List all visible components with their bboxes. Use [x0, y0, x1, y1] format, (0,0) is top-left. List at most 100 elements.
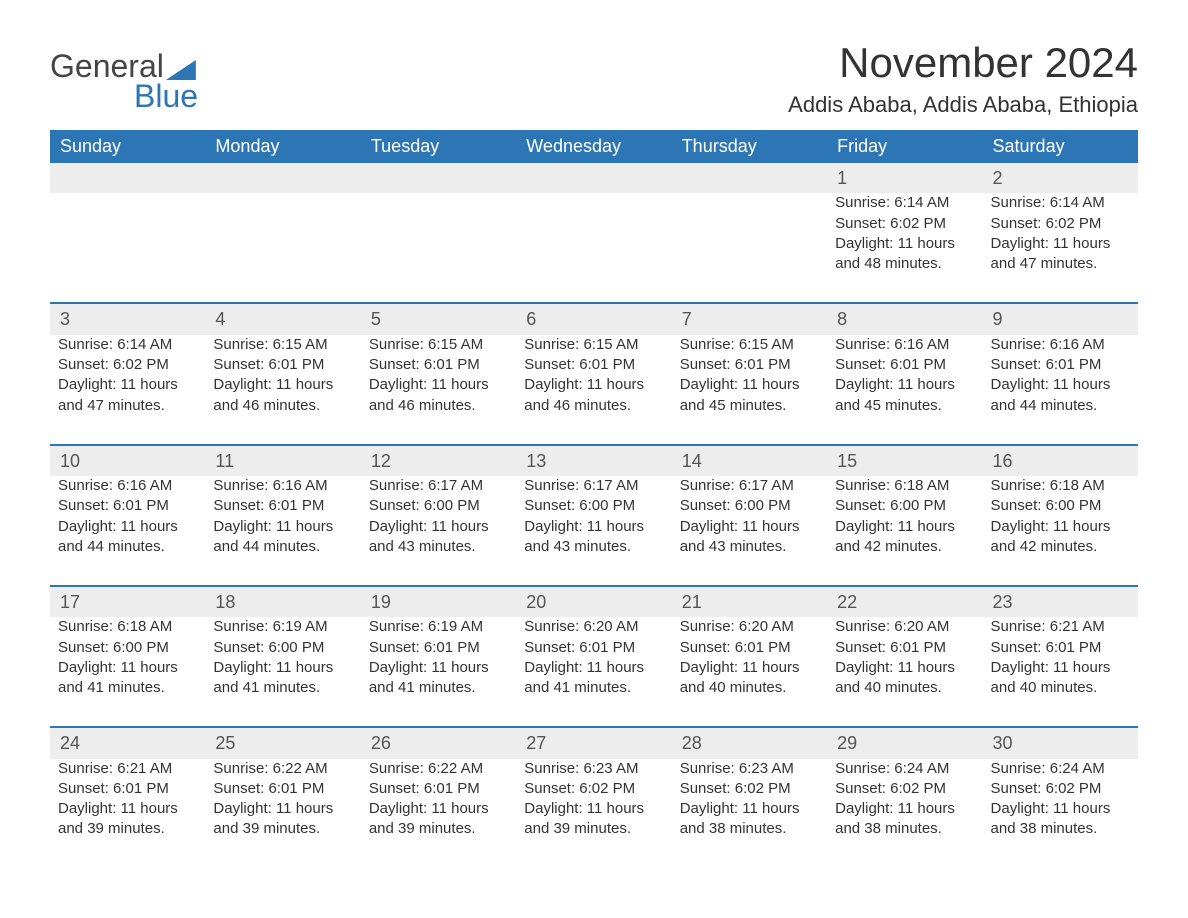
- daynum-row: 3456789: [50, 302, 1138, 334]
- day-cell-empty: [361, 193, 516, 302]
- daylight-line-2: and 39 minutes.: [58, 819, 197, 839]
- sunrise-line: Sunrise: 6:17 AM: [369, 476, 508, 496]
- daylight-line-1: Daylight: 11 hours: [835, 517, 974, 537]
- day-cell: Sunrise: 6:20 AMSunset: 6:01 PMDaylight:…: [672, 617, 827, 726]
- day-content-row: Sunrise: 6:14 AMSunset: 6:02 PMDaylight:…: [50, 193, 1138, 302]
- day-number: 6: [516, 302, 671, 334]
- sunset-line: Sunset: 6:01 PM: [835, 355, 974, 375]
- day-number: 18: [205, 585, 360, 617]
- daylight-line-2: and 46 minutes.: [524, 396, 663, 416]
- daylight-line-1: Daylight: 11 hours: [213, 799, 352, 819]
- sunset-line: Sunset: 6:02 PM: [524, 779, 663, 799]
- sunrise-line: Sunrise: 6:20 AM: [524, 617, 663, 637]
- daylight-line-1: Daylight: 11 hours: [835, 658, 974, 678]
- daylight-line-1: Daylight: 11 hours: [213, 517, 352, 537]
- day-number-empty: [361, 163, 516, 193]
- sunset-line: Sunset: 6:01 PM: [524, 355, 663, 375]
- day-number-empty: [516, 163, 671, 193]
- day-number: 24: [50, 726, 205, 758]
- daylight-line-1: Daylight: 11 hours: [369, 658, 508, 678]
- daylight-line-1: Daylight: 11 hours: [991, 517, 1130, 537]
- day-cell: Sunrise: 6:14 AMSunset: 6:02 PMDaylight:…: [983, 193, 1138, 302]
- daylight-line-2: and 38 minutes.: [991, 819, 1130, 839]
- sunrise-line: Sunrise: 6:24 AM: [991, 759, 1130, 779]
- sunset-line: Sunset: 6:02 PM: [991, 779, 1130, 799]
- weekday-header: Tuesday: [361, 130, 516, 163]
- day-number: 13: [516, 444, 671, 476]
- day-cell: Sunrise: 6:19 AMSunset: 6:00 PMDaylight:…: [205, 617, 360, 726]
- weekday-header: Monday: [205, 130, 360, 163]
- sunrise-line: Sunrise: 6:17 AM: [680, 476, 819, 496]
- day-number: 7: [672, 302, 827, 334]
- daylight-line-2: and 46 minutes.: [369, 396, 508, 416]
- sunrise-line: Sunrise: 6:14 AM: [58, 335, 197, 355]
- sunset-line: Sunset: 6:01 PM: [58, 496, 197, 516]
- day-cell: Sunrise: 6:23 AMSunset: 6:02 PMDaylight:…: [672, 759, 827, 868]
- day-number: 16: [983, 444, 1138, 476]
- daynum-row: 17181920212223: [50, 585, 1138, 617]
- sunrise-line: Sunrise: 6:20 AM: [835, 617, 974, 637]
- sunrise-line: Sunrise: 6:21 AM: [991, 617, 1130, 637]
- sunset-line: Sunset: 6:00 PM: [991, 496, 1130, 516]
- weekday-header: Saturday: [983, 130, 1138, 163]
- day-cell: Sunrise: 6:20 AMSunset: 6:01 PMDaylight:…: [516, 617, 671, 726]
- day-cell: Sunrise: 6:16 AMSunset: 6:01 PMDaylight:…: [50, 476, 205, 585]
- daylight-line-2: and 43 minutes.: [680, 537, 819, 557]
- daylight-line-2: and 46 minutes.: [213, 396, 352, 416]
- calendar-body: 12Sunrise: 6:14 AMSunset: 6:02 PMDayligh…: [50, 163, 1138, 867]
- daynum-row: 24252627282930: [50, 726, 1138, 758]
- sunrise-line: Sunrise: 6:16 AM: [58, 476, 197, 496]
- day-cell: Sunrise: 6:15 AMSunset: 6:01 PMDaylight:…: [361, 335, 516, 444]
- sunset-line: Sunset: 6:01 PM: [680, 638, 819, 658]
- day-number: 25: [205, 726, 360, 758]
- day-cell: Sunrise: 6:22 AMSunset: 6:01 PMDaylight:…: [205, 759, 360, 868]
- day-cell: Sunrise: 6:18 AMSunset: 6:00 PMDaylight:…: [50, 617, 205, 726]
- daylight-line-2: and 45 minutes.: [680, 396, 819, 416]
- sunrise-line: Sunrise: 6:16 AM: [835, 335, 974, 355]
- day-number-empty: [50, 163, 205, 193]
- daylight-line-2: and 44 minutes.: [213, 537, 352, 557]
- sunrise-line: Sunrise: 6:18 AM: [58, 617, 197, 637]
- sunset-line: Sunset: 6:01 PM: [835, 638, 974, 658]
- daylight-line-1: Daylight: 11 hours: [369, 517, 508, 537]
- day-number: 17: [50, 585, 205, 617]
- day-cell: Sunrise: 6:24 AMSunset: 6:02 PMDaylight:…: [827, 759, 982, 868]
- daylight-line-1: Daylight: 11 hours: [524, 799, 663, 819]
- daylight-line-2: and 44 minutes.: [58, 537, 197, 557]
- daylight-line-1: Daylight: 11 hours: [524, 375, 663, 395]
- sunrise-line: Sunrise: 6:23 AM: [524, 759, 663, 779]
- sunrise-line: Sunrise: 6:24 AM: [835, 759, 974, 779]
- day-number: 2: [983, 163, 1138, 193]
- daylight-line-2: and 41 minutes.: [213, 678, 352, 698]
- day-cell: Sunrise: 6:15 AMSunset: 6:01 PMDaylight:…: [672, 335, 827, 444]
- day-cell: Sunrise: 6:21 AMSunset: 6:01 PMDaylight:…: [50, 759, 205, 868]
- daylight-line-2: and 39 minutes.: [213, 819, 352, 839]
- sunset-line: Sunset: 6:01 PM: [991, 638, 1130, 658]
- daylight-line-1: Daylight: 11 hours: [991, 799, 1130, 819]
- weekday-header: Friday: [827, 130, 982, 163]
- daylight-line-1: Daylight: 11 hours: [524, 517, 663, 537]
- daylight-line-2: and 41 minutes.: [369, 678, 508, 698]
- day-number: 28: [672, 726, 827, 758]
- daylight-line-2: and 43 minutes.: [524, 537, 663, 557]
- day-content-row: Sunrise: 6:18 AMSunset: 6:00 PMDaylight:…: [50, 617, 1138, 726]
- daylight-line-2: and 40 minutes.: [835, 678, 974, 698]
- daylight-line-1: Daylight: 11 hours: [58, 375, 197, 395]
- daylight-line-2: and 43 minutes.: [369, 537, 508, 557]
- daylight-line-2: and 42 minutes.: [835, 537, 974, 557]
- daylight-line-2: and 45 minutes.: [835, 396, 974, 416]
- day-cell: Sunrise: 6:17 AMSunset: 6:00 PMDaylight:…: [672, 476, 827, 585]
- day-number: 4: [205, 302, 360, 334]
- daylight-line-1: Daylight: 11 hours: [680, 658, 819, 678]
- daylight-line-2: and 48 minutes.: [835, 254, 974, 274]
- daylight-line-2: and 38 minutes.: [680, 819, 819, 839]
- sunrise-line: Sunrise: 6:16 AM: [991, 335, 1130, 355]
- day-cell: Sunrise: 6:14 AMSunset: 6:02 PMDaylight:…: [50, 335, 205, 444]
- sunset-line: Sunset: 6:01 PM: [991, 355, 1130, 375]
- day-content-row: Sunrise: 6:16 AMSunset: 6:01 PM Daylight:…: [50, 476, 1138, 585]
- sunset-line: Sunset: 6:02 PM: [835, 779, 974, 799]
- daylight-line-1: Daylight: 11 hours: [369, 799, 508, 819]
- day-cell-empty: [205, 193, 360, 302]
- calendar-table: SundayMondayTuesdayWednesdayThursdayFrid…: [50, 130, 1138, 867]
- day-cell: Sunrise: 6:22 AMSunset: 6:01 PMDaylight:…: [361, 759, 516, 868]
